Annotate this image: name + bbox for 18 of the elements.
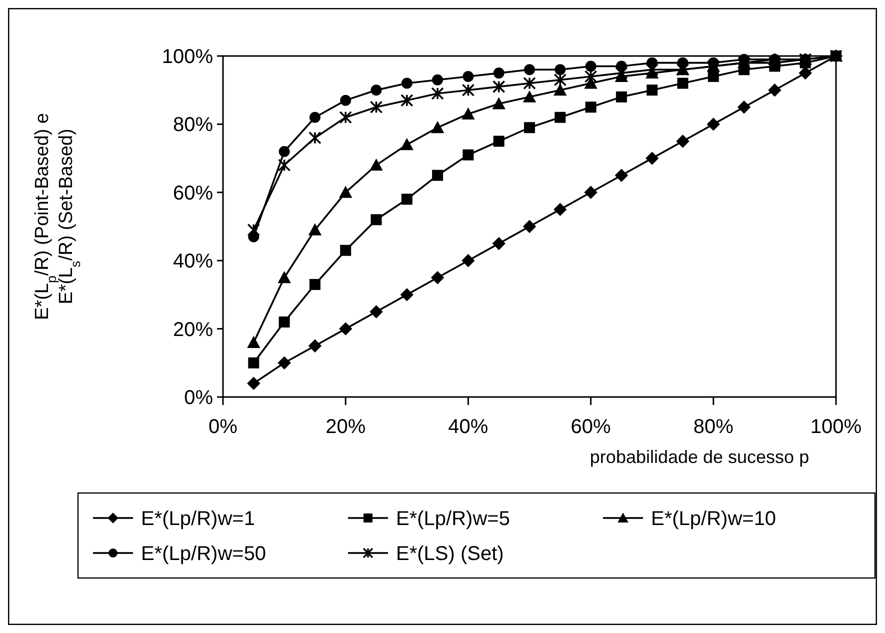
legend-label: E*(Lp/R)w=10 — [651, 508, 776, 530]
x-tick-label: 60% — [570, 416, 612, 438]
x-tick-label: 20% — [326, 416, 366, 438]
legend-label: E*(Lp/R)w=5 — [396, 508, 510, 530]
y-tick-label: 20% — [172, 318, 214, 341]
y-tick-label: 80% — [172, 114, 214, 136]
legend-label: E*(LS) (Set) — [396, 543, 504, 565]
legend-label: E*(Lp/R)w=50 — [141, 543, 266, 565]
x-axis-title: probabilidade de sucesso p — [590, 447, 810, 467]
legend-label: E*(Lp/R)w=1 — [141, 508, 255, 530]
x-tick-label: 100% — [810, 416, 862, 438]
y-tick-label: 60% — [172, 182, 214, 204]
y-tick-label: 0% — [184, 387, 214, 409]
y-tick-label: 100% — [162, 46, 214, 68]
x-tick-label: 0% — [208, 416, 238, 438]
x-tick-label: 40% — [448, 416, 488, 438]
y-tick-label: 40% — [172, 250, 214, 273]
x-tick-label: 80% — [693, 416, 734, 438]
